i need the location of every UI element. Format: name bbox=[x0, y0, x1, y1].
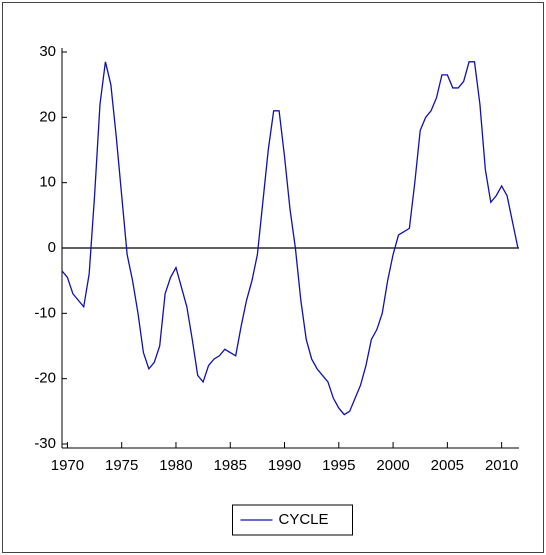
y-tick-label: 30 bbox=[39, 43, 56, 60]
y-tick-label: -10 bbox=[34, 304, 56, 321]
x-tick-label: 1990 bbox=[268, 457, 301, 474]
x-tick-label: 1985 bbox=[214, 457, 247, 474]
x-tick-label: 2005 bbox=[431, 457, 464, 474]
y-tick-label: -20 bbox=[34, 370, 56, 387]
series-line bbox=[61, 61, 519, 416]
legend-label: CYCLE bbox=[279, 511, 329, 528]
y-tick-label: -30 bbox=[34, 435, 56, 452]
y-tick-label: 20 bbox=[39, 108, 56, 125]
x-tick-label: 2010 bbox=[485, 457, 518, 474]
x-tick-label: 1995 bbox=[322, 457, 355, 474]
x-tick-label: 1980 bbox=[159, 457, 192, 474]
x-tick-label: 1970 bbox=[51, 457, 84, 474]
x-tick-label: 2000 bbox=[376, 457, 409, 474]
x-tick-label: 1975 bbox=[105, 457, 138, 474]
y-tick-label: 0 bbox=[48, 239, 56, 256]
y-tick-label: 10 bbox=[39, 174, 56, 191]
